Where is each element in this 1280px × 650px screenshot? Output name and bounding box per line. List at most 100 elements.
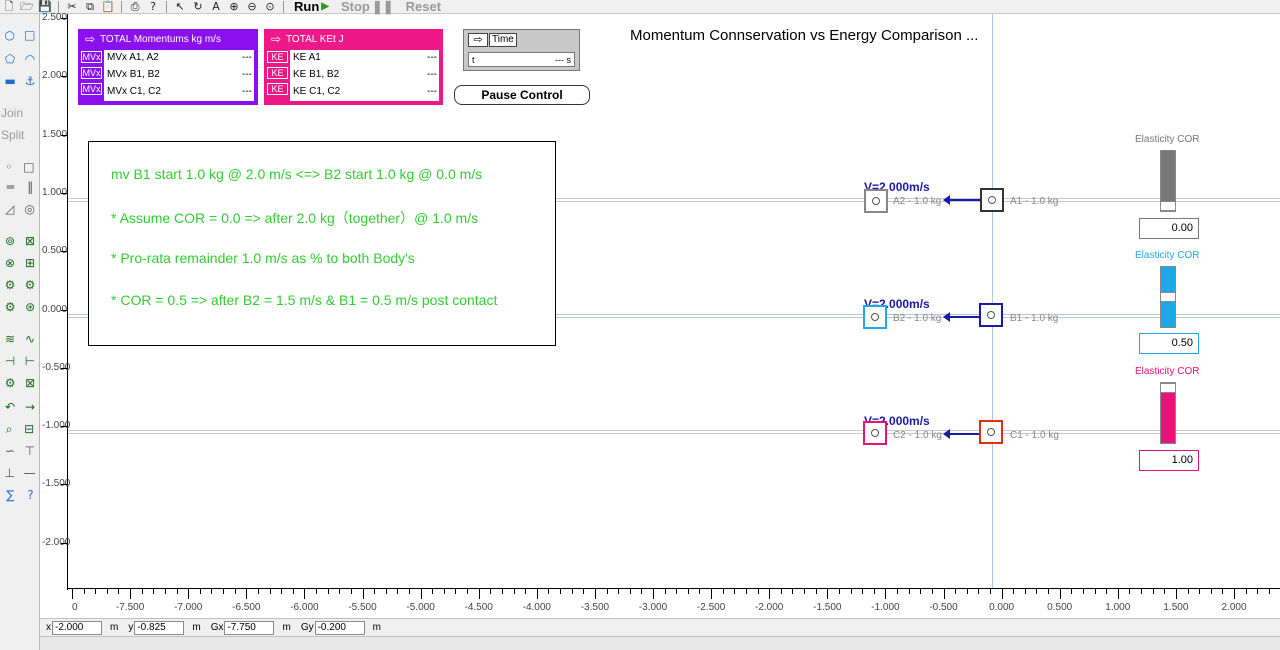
run-button[interactable]: Run ▶ [288, 0, 335, 14]
save-icon[interactable]: 💾 [38, 0, 52, 13]
body-a2[interactable] [864, 189, 888, 213]
meter-row-value: --- [242, 69, 252, 80]
point-tool-icon[interactable]: ◦ [5, 160, 13, 174]
polygon-tool-icon[interactable]: ⬠ [4, 52, 16, 66]
body-b1[interactable] [979, 303, 1003, 327]
cor-slider-thumb[interactable] [1160, 383, 1176, 393]
damper-icon[interactable]: ⊠ [24, 234, 36, 248]
status-gy: Gy -0.200 m [301, 620, 385, 635]
wave-icon[interactable]: ∿ [24, 332, 36, 346]
torque-icon[interactable]: ⚙ [4, 376, 16, 390]
gridline-b2 [68, 317, 1280, 318]
copy-icon[interactable]: ⧉ [86, 0, 94, 13]
body-b2[interactable] [863, 305, 887, 329]
print-icon[interactable]: ⎙ [130, 0, 140, 13]
separator-icon[interactable]: ⊤ [24, 444, 36, 458]
energy-meter[interactable]: ⇨ TOTAL KEt J KE KE KE KE A1 --- KE B1, B… [264, 29, 443, 105]
line-icon[interactable]: — [23, 466, 36, 480]
text-tool-icon[interactable]: A [212, 0, 220, 13]
motor-tool-icon[interactable]: ◎ [24, 202, 35, 216]
joint-icon[interactable]: ⊗ [4, 256, 16, 270]
slot-icon[interactable]: ⊞ [24, 256, 36, 270]
force-icon[interactable]: → [24, 400, 36, 414]
body-c1[interactable] [979, 420, 1003, 444]
linear-actuator-icon[interactable]: ⊢ [24, 354, 36, 368]
meter-row-value: --- [242, 86, 252, 97]
hruler-tick [443, 589, 445, 594]
cor-slider-thumb[interactable] [1160, 201, 1176, 211]
cor-value-field[interactable]: 1.00 [1139, 450, 1199, 471]
meter-row-label: KE A1 [293, 52, 321, 63]
status-y-value[interactable]: -0.825 [134, 620, 185, 635]
spring-rotational-icon[interactable]: ≋ [4, 332, 16, 346]
gear-icon[interactable]: ⚙ [4, 278, 16, 292]
separator2-icon[interactable]: ⊥ [4, 466, 15, 480]
cor-slider[interactable] [1160, 266, 1176, 328]
circle-tool-icon[interactable]: ○ [4, 28, 16, 42]
hruler-label: -5.000 [406, 602, 435, 613]
stop-button[interactable]: Stop ❚❚ [335, 0, 400, 14]
pause-control-button[interactable]: Pause Control [454, 85, 590, 105]
cor-slider[interactable] [1160, 150, 1176, 212]
vruler-label: 2.000 [42, 70, 68, 82]
rod-tool-icon[interactable]: ‖ [27, 180, 34, 194]
pointer-icon[interactable]: ↖ [175, 0, 185, 13]
cut-icon[interactable]: ✂ [67, 0, 77, 13]
cor-slider[interactable] [1160, 382, 1176, 444]
split-button[interactable]: Split [1, 128, 25, 142]
anchor-tool-icon[interactable]: ⚓ [24, 74, 36, 88]
rotate-icon[interactable]: ↻ [193, 0, 203, 13]
zoom-in-icon[interactable]: ⊕ [229, 0, 239, 13]
hruler-tick [316, 589, 318, 594]
meter-row-label: MVx A1, A2 [107, 52, 159, 63]
vruler-label: 1.000 [42, 186, 68, 198]
time-meter[interactable]: ⇨ Time t --- s [463, 29, 580, 71]
wire-icon[interactable]: ∽ [4, 444, 15, 458]
rotation-motor-icon[interactable]: ⊛ [25, 300, 36, 314]
pulley-icon[interactable]: ⚙ [4, 300, 16, 314]
body-c2[interactable] [863, 421, 887, 445]
cor-value-field[interactable]: 0.00 [1139, 218, 1199, 239]
join-button[interactable]: Join [1, 106, 24, 120]
body-center-icon [872, 197, 880, 205]
vruler-label: 1.500 [42, 128, 68, 140]
question-icon[interactable]: ? [27, 488, 34, 502]
hruler-label: -5.500 [348, 602, 377, 613]
help-icon[interactable]: ? [150, 0, 156, 13]
curve-tool-icon[interactable]: ◠ [24, 52, 36, 66]
cor-slider-thumb[interactable] [1160, 292, 1176, 302]
square-tool-icon[interactable]: □ [24, 28, 36, 42]
reset-button[interactable]: Reset [400, 0, 447, 14]
reset-label: Reset [405, 0, 442, 14]
piston-icon[interactable]: ⊣ [4, 354, 16, 368]
palette-row: ⚙ ⊛ [0, 298, 40, 316]
zoom-out-icon[interactable]: ⊖ [247, 0, 257, 13]
status-gx-value[interactable]: -7.750 [224, 620, 275, 635]
ruler-icon[interactable]: ⊟ [24, 422, 35, 436]
open-folder-icon[interactable]: 🗁 [20, 0, 34, 13]
pivot-tool-icon[interactable]: ◿ [5, 202, 15, 216]
body-a1[interactable] [980, 188, 1004, 212]
magnifier-icon[interactable]: ⌕ [5, 421, 13, 436]
actuator-icon[interactable]: ⚙ [24, 278, 36, 292]
cor-value-field[interactable]: 0.50 [1139, 333, 1199, 354]
zoom-fit-icon[interactable]: ⊙ [265, 0, 275, 13]
rope-pulley-icon[interactable]: ⊠ [25, 376, 36, 390]
explanation-note[interactable]: mv B1 start 1.0 kg @ 2.0 m/s <=> B2 star… [88, 141, 556, 346]
paste-icon[interactable]: 📋 [101, 0, 115, 13]
rope-tool-icon[interactable]: ═ [6, 180, 14, 194]
momentum-meter[interactable]: ⇨ TOTAL Momentums kg m/s MVx MVx MVx MVx… [78, 29, 258, 105]
frame-scrollbar[interactable] [40, 636, 1280, 650]
status-gy-value[interactable]: -0.200 [314, 620, 365, 635]
toolbar-divider [121, 0, 122, 13]
simulation-canvas[interactable]: ⇨ TOTAL Momentums kg m/s MVx MVx MVx MVx… [68, 14, 1280, 588]
vruler-label: 0.500 [42, 245, 68, 257]
square-point-icon[interactable]: □ [23, 160, 35, 174]
new-file-icon[interactable]: 🗋 [4, 0, 14, 13]
script-icon[interactable]: ∑ [6, 488, 15, 502]
velocity-arrow-c [943, 429, 980, 439]
curved-arrow-icon[interactable]: ↶ [4, 400, 16, 414]
spring-icon[interactable]: ⊚ [4, 234, 16, 248]
rectangle-tool-icon[interactable]: ▬ [4, 74, 16, 88]
status-x-value[interactable]: -2.000 [52, 620, 102, 635]
